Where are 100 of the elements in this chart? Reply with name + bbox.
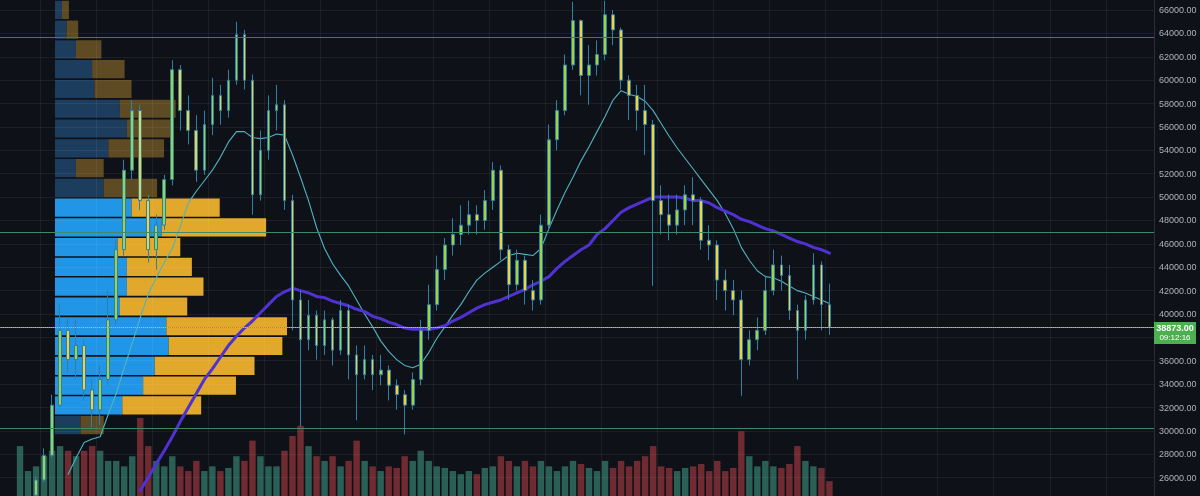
bar bbox=[641, 456, 649, 496]
candlestick bbox=[587, 44, 591, 106]
bar bbox=[481, 467, 489, 496]
bar bbox=[521, 460, 529, 496]
price-tag: 38873.00 09:12:16 bbox=[1154, 322, 1196, 345]
y-tick-label: 28000.00 bbox=[1159, 449, 1197, 460]
candlestick bbox=[747, 329, 751, 366]
y-tick-label: 30000.00 bbox=[1159, 425, 1197, 436]
ref-line-label: 38873.00 bbox=[1155, 323, 1195, 334]
bar bbox=[96, 450, 104, 496]
bar bbox=[305, 446, 312, 496]
candlestick bbox=[547, 124, 551, 231]
bar bbox=[329, 456, 336, 496]
bar bbox=[55, 158, 76, 178]
bar bbox=[126, 257, 192, 277]
y-tick-label: 64000.00 bbox=[1159, 28, 1197, 39]
candlestick bbox=[683, 184, 687, 226]
bar bbox=[649, 446, 657, 496]
candlestick bbox=[467, 200, 471, 235]
bar bbox=[730, 467, 737, 496]
candlestick bbox=[531, 279, 535, 311]
bar bbox=[55, 79, 95, 99]
bar bbox=[473, 474, 481, 496]
bar bbox=[545, 466, 553, 496]
candlestick bbox=[194, 114, 198, 183]
y-tick-label: 56000.00 bbox=[1159, 121, 1197, 132]
bar bbox=[601, 460, 609, 496]
bar bbox=[569, 460, 577, 496]
y-tick-label: 54000.00 bbox=[1159, 145, 1197, 156]
candlestick bbox=[796, 304, 799, 380]
y-tick-label: 44000.00 bbox=[1159, 262, 1197, 273]
bar bbox=[409, 460, 416, 496]
bar bbox=[55, 178, 104, 197]
candlestick bbox=[411, 371, 415, 411]
candlestick bbox=[507, 244, 511, 301]
candlestick bbox=[812, 252, 815, 306]
y-tick-label: 42000.00 bbox=[1159, 285, 1197, 296]
y-tick-label: 48000.00 bbox=[1159, 215, 1197, 226]
candlestick bbox=[675, 194, 679, 235]
bar bbox=[553, 471, 561, 496]
y-tick-label: 58000.00 bbox=[1159, 98, 1197, 109]
y-tick-label: 36000.00 bbox=[1159, 355, 1197, 366]
bar bbox=[722, 471, 729, 496]
bar bbox=[449, 471, 456, 496]
bar bbox=[457, 474, 464, 496]
bar bbox=[505, 460, 513, 496]
candlestick bbox=[387, 364, 391, 401]
bar bbox=[625, 466, 633, 496]
candlestick bbox=[788, 264, 791, 321]
bar bbox=[441, 467, 448, 496]
bar bbox=[337, 466, 344, 496]
candlestick bbox=[539, 214, 543, 306]
candlestick bbox=[804, 294, 807, 341]
y-tick-label: 40000.00 bbox=[1159, 308, 1197, 319]
y-tick-label: 62000.00 bbox=[1159, 51, 1197, 62]
candlestick bbox=[251, 73, 254, 216]
bar bbox=[465, 471, 473, 496]
bar bbox=[55, 238, 118, 257]
candlestick bbox=[379, 354, 383, 386]
bar bbox=[513, 466, 521, 496]
bar bbox=[56, 446, 64, 496]
y-tick-label: 46000.00 bbox=[1159, 238, 1197, 249]
candlestick bbox=[451, 217, 455, 257]
candlestick bbox=[579, 18, 583, 96]
candlestick bbox=[723, 269, 727, 311]
y-tick-label: 66000.00 bbox=[1159, 5, 1197, 16]
y-tick-label: 26000.00 bbox=[1159, 472, 1197, 483]
candlestick bbox=[459, 204, 463, 246]
bar bbox=[72, 456, 80, 496]
y-tick-label: 32000.00 bbox=[1159, 402, 1197, 413]
candlestick bbox=[475, 204, 479, 235]
bar bbox=[690, 466, 697, 496]
candlestick bbox=[691, 176, 695, 226]
bar bbox=[169, 456, 176, 496]
bar bbox=[377, 471, 384, 496]
bar bbox=[75, 158, 104, 178]
candlestick bbox=[315, 309, 318, 361]
candlestick bbox=[227, 69, 230, 119]
bar bbox=[665, 467, 673, 496]
bar bbox=[537, 460, 545, 496]
bar bbox=[313, 456, 320, 496]
line-series bbox=[138, 195, 831, 493]
candlestick bbox=[595, 39, 599, 77]
bar bbox=[681, 467, 689, 496]
line-series bbox=[67, 90, 830, 475]
candlestick bbox=[491, 161, 495, 211]
candlestick bbox=[219, 84, 222, 126]
candlestick bbox=[659, 184, 663, 235]
bar bbox=[609, 467, 617, 496]
candlestick bbox=[371, 354, 374, 391]
bar bbox=[657, 466, 665, 496]
candlestick bbox=[571, 1, 575, 71]
bar bbox=[433, 466, 440, 496]
bar bbox=[561, 466, 569, 496]
bar bbox=[104, 460, 112, 496]
bar bbox=[88, 446, 96, 496]
bar bbox=[425, 460, 432, 496]
candlestick bbox=[643, 84, 647, 156]
bar bbox=[64, 450, 72, 496]
candlestick bbox=[178, 64, 182, 131]
